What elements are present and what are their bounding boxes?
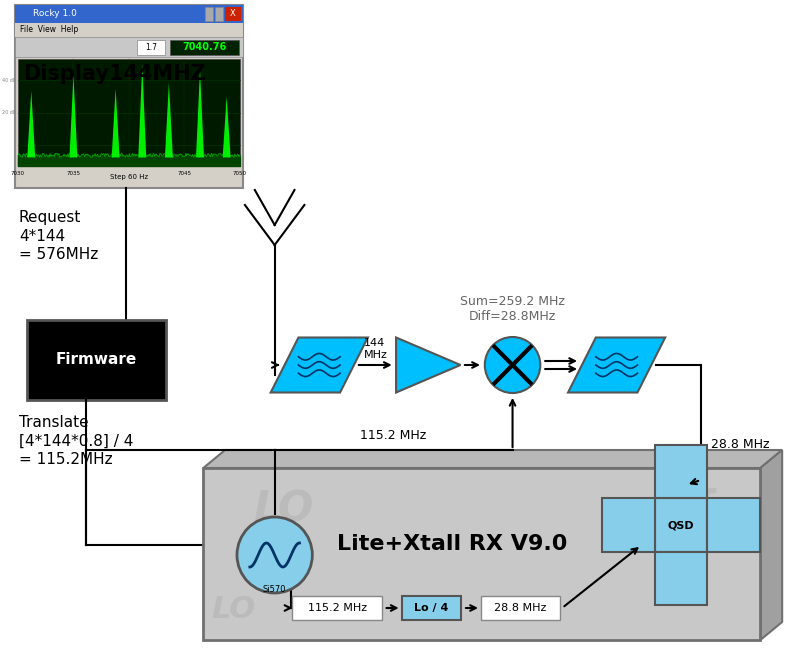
FancyBboxPatch shape xyxy=(206,7,213,21)
Circle shape xyxy=(485,337,540,393)
FancyBboxPatch shape xyxy=(225,7,241,21)
Text: 7050: 7050 xyxy=(233,171,247,176)
Text: 115.2 MHz: 115.2 MHz xyxy=(307,603,366,613)
Polygon shape xyxy=(138,64,146,157)
Polygon shape xyxy=(203,450,782,468)
Text: Rocky 1.0: Rocky 1.0 xyxy=(33,10,77,18)
Polygon shape xyxy=(222,96,230,157)
Text: Request
4*144
= 576MHz: Request 4*144 = 576MHz xyxy=(19,210,98,262)
FancyBboxPatch shape xyxy=(15,5,243,188)
FancyBboxPatch shape xyxy=(215,7,223,21)
Text: Step 60 Hz: Step 60 Hz xyxy=(110,174,148,180)
FancyBboxPatch shape xyxy=(18,59,240,166)
FancyBboxPatch shape xyxy=(654,445,707,498)
Text: 7035: 7035 xyxy=(66,171,81,176)
FancyBboxPatch shape xyxy=(27,320,166,400)
Text: 28.8 MHz: 28.8 MHz xyxy=(494,603,546,613)
Text: Lo / 4: Lo / 4 xyxy=(414,603,449,613)
FancyBboxPatch shape xyxy=(170,40,239,55)
Text: LO: LO xyxy=(211,595,255,624)
Text: File  View  Help: File View Help xyxy=(20,26,78,35)
Text: Sum=259.2 MHz
Diff=28.8MHz: Sum=259.2 MHz Diff=28.8MHz xyxy=(460,295,565,323)
Polygon shape xyxy=(165,83,173,157)
FancyBboxPatch shape xyxy=(15,5,243,23)
Circle shape xyxy=(237,517,312,593)
Text: QSD: QSD xyxy=(668,520,694,530)
FancyBboxPatch shape xyxy=(654,552,707,605)
FancyBboxPatch shape xyxy=(15,23,243,37)
Text: 115.2 MHz: 115.2 MHz xyxy=(361,429,426,442)
FancyBboxPatch shape xyxy=(481,596,560,620)
Text: 7045: 7045 xyxy=(178,171,191,176)
Text: 144
MHz: 144 MHz xyxy=(364,339,388,360)
FancyBboxPatch shape xyxy=(707,498,760,552)
Text: 40 db: 40 db xyxy=(2,78,16,83)
Polygon shape xyxy=(270,337,368,392)
Text: Firmware: Firmware xyxy=(56,352,137,367)
FancyBboxPatch shape xyxy=(654,498,707,552)
Text: 7030: 7030 xyxy=(11,171,25,176)
Polygon shape xyxy=(70,75,78,157)
Polygon shape xyxy=(196,69,204,157)
Text: 28.8 MHz: 28.8 MHz xyxy=(710,438,770,451)
Polygon shape xyxy=(760,450,782,640)
Polygon shape xyxy=(396,337,461,392)
Text: Si570: Si570 xyxy=(263,585,286,594)
Text: 7040.76: 7040.76 xyxy=(182,43,226,52)
Text: Translate
[4*144*0.8] / 4
= 115.2MHz: Translate [4*144*0.8] / 4 = 115.2MHz xyxy=(19,415,134,467)
Text: Display144MHZ: Display144MHZ xyxy=(23,64,206,84)
FancyBboxPatch shape xyxy=(137,40,165,55)
FancyBboxPatch shape xyxy=(402,596,461,620)
Text: X: X xyxy=(230,10,236,18)
FancyBboxPatch shape xyxy=(602,498,654,552)
FancyBboxPatch shape xyxy=(293,596,382,620)
Text: if: if xyxy=(681,488,714,530)
FancyBboxPatch shape xyxy=(15,37,243,57)
Text: 1.7: 1.7 xyxy=(145,43,157,52)
Polygon shape xyxy=(568,337,665,392)
Polygon shape xyxy=(112,89,119,157)
Text: 20 db: 20 db xyxy=(2,110,16,115)
Polygon shape xyxy=(27,91,35,157)
Text: LO: LO xyxy=(253,488,314,530)
FancyBboxPatch shape xyxy=(203,468,760,640)
Text: Lite+Xtall RX V9.0: Lite+Xtall RX V9.0 xyxy=(337,534,567,554)
